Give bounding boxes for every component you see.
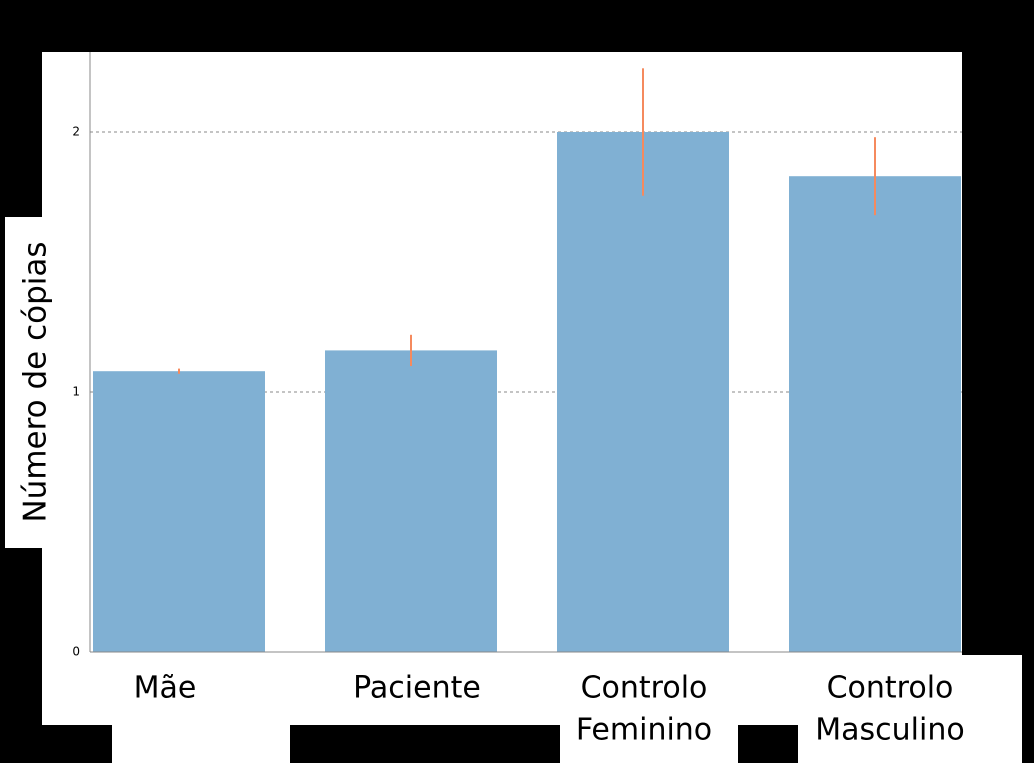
bar — [325, 350, 497, 652]
x-tick-label: Paciente — [353, 671, 481, 706]
y-tick-label: 2 — [72, 125, 80, 139]
x-tick-label: Controlo — [827, 671, 954, 706]
label-box — [560, 655, 738, 763]
y-label-box — [5, 217, 70, 548]
bar — [789, 176, 961, 652]
bar — [557, 132, 729, 652]
x-tick-label: Feminino — [576, 713, 712, 748]
y-tick-label: 1 — [72, 385, 80, 399]
plot-area — [89, 52, 962, 653]
x-tick-label: Controlo — [581, 671, 708, 706]
y-axis-label: Número de cópias — [18, 241, 54, 522]
x-tick-label: Masculino — [815, 713, 964, 748]
y-tick-label: 0 — [72, 645, 80, 659]
label-box — [112, 655, 290, 763]
label-box — [798, 655, 1022, 763]
label-box — [290, 655, 560, 725]
bar — [93, 371, 265, 652]
x-tick-label: Mãe — [134, 671, 197, 706]
